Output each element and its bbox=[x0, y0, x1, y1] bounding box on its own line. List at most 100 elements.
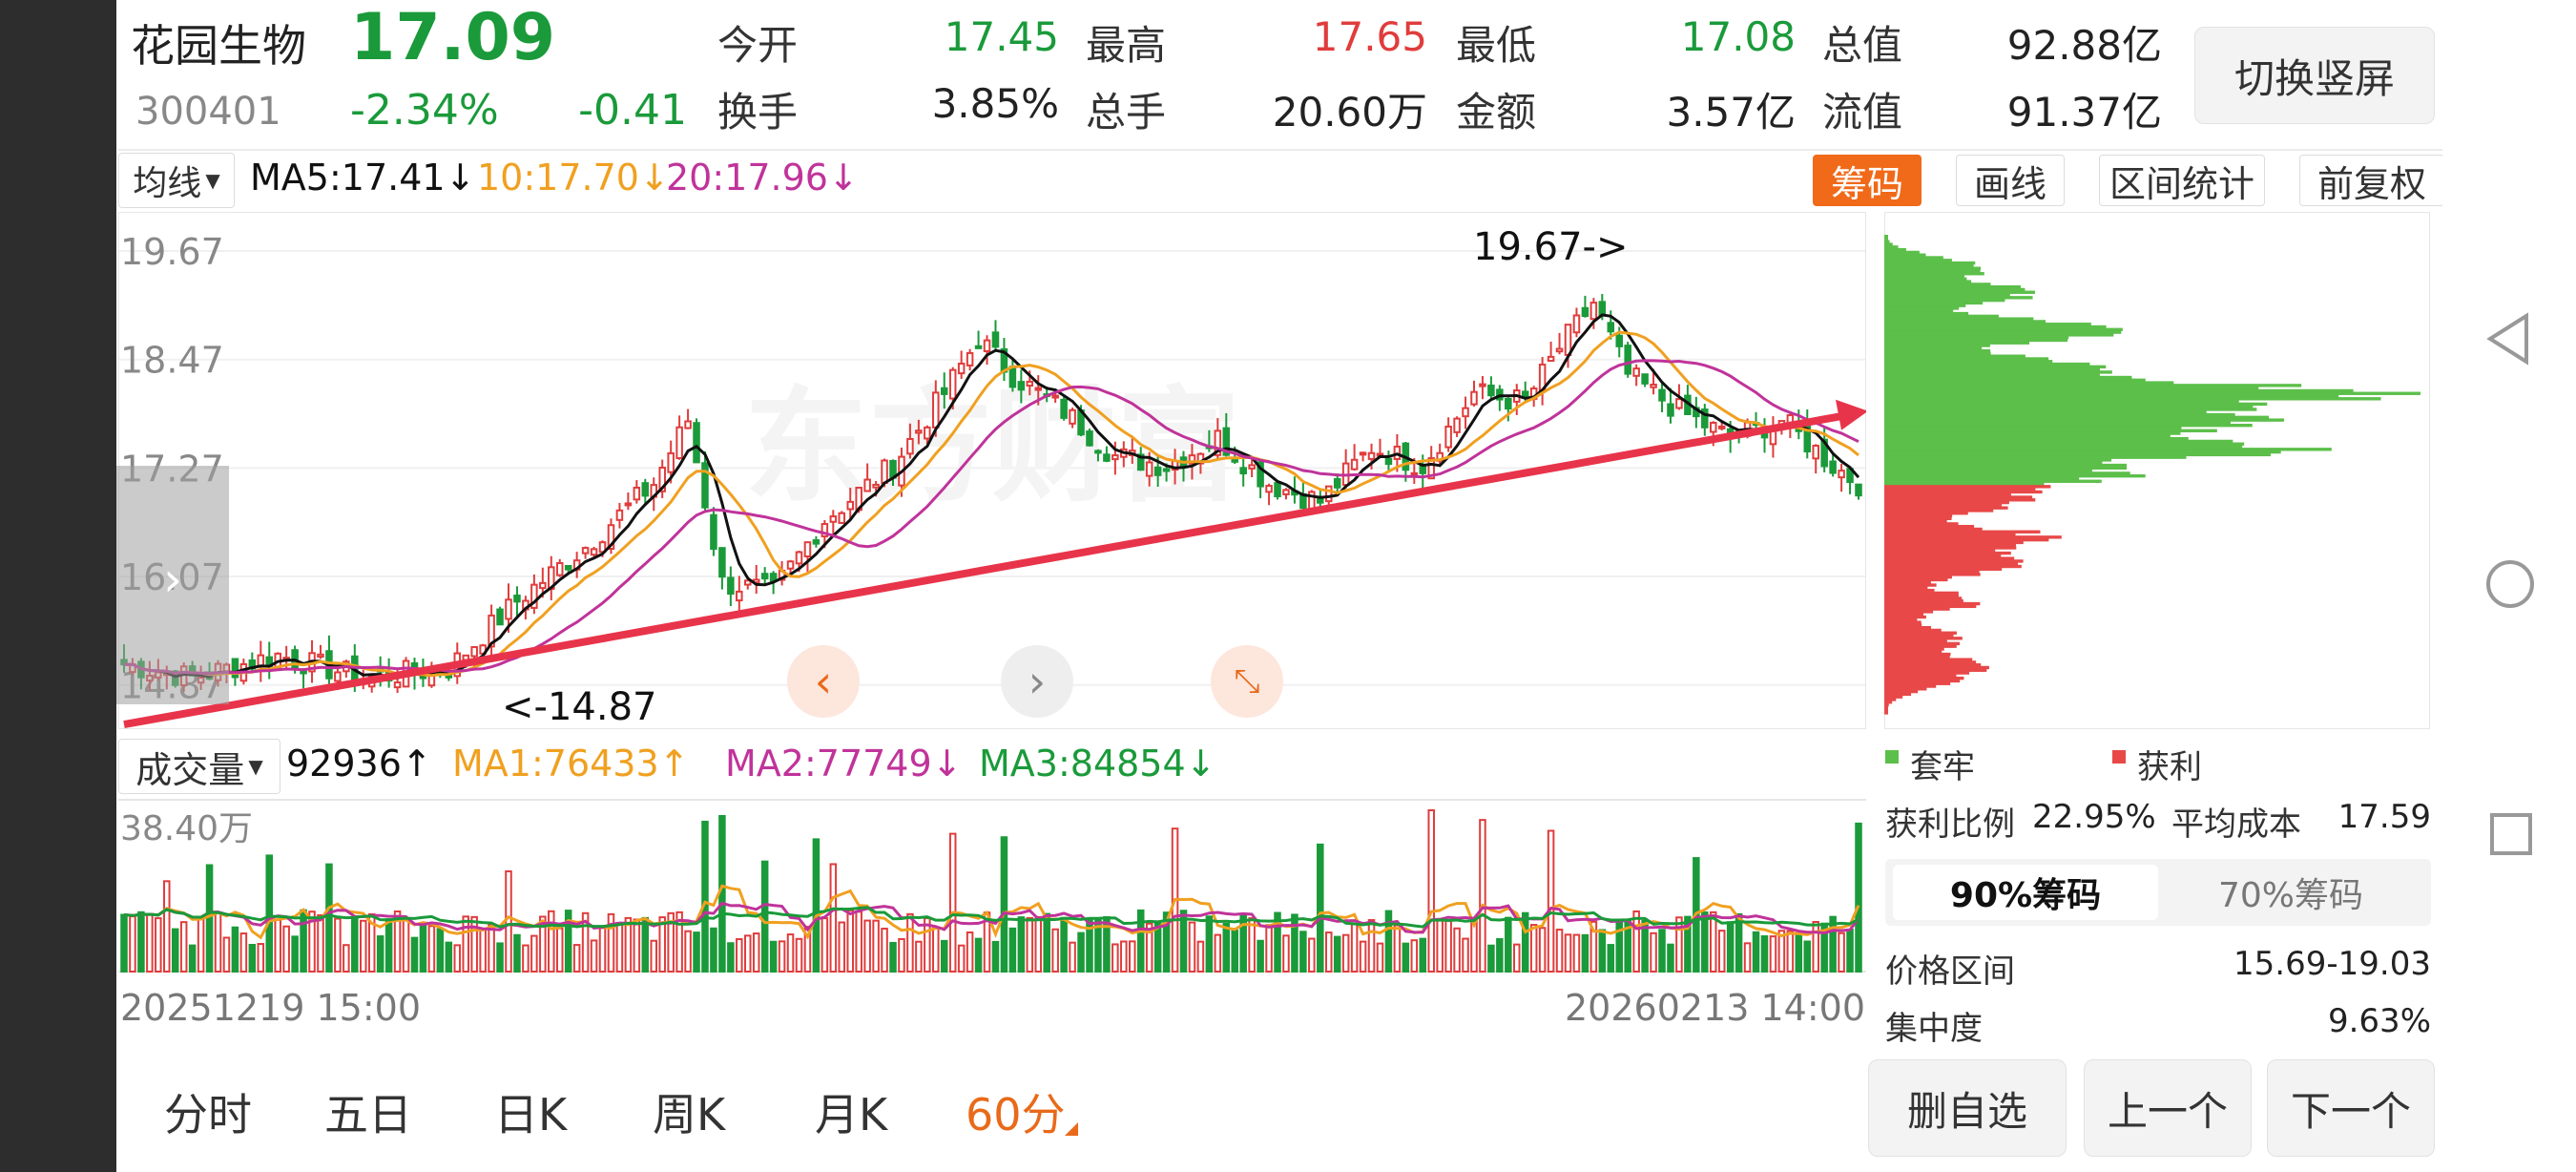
chip-bar bbox=[1884, 259, 1952, 262]
candle-body bbox=[1581, 306, 1589, 318]
tab-range-stats[interactable]: 区间统计 bbox=[2099, 155, 2265, 206]
volume-bar bbox=[137, 910, 145, 973]
tab-adjust[interactable]: 前复权 bbox=[2299, 155, 2444, 206]
scroll-right-button[interactable]: › bbox=[1001, 645, 1073, 718]
vol-y-tick: 38.40万 bbox=[120, 809, 253, 848]
chip-bar bbox=[1884, 482, 2045, 486]
chip-bar bbox=[1884, 391, 2420, 395]
previous-stock-button[interactable]: 上一个 bbox=[2084, 1059, 2252, 1157]
chip-bar bbox=[1884, 676, 1964, 680]
period-weekly[interactable]: 周K bbox=[653, 1089, 726, 1141]
candle-body bbox=[675, 426, 683, 460]
ma-selector-label: 均线 bbox=[133, 164, 202, 203]
candle-body bbox=[1231, 458, 1238, 463]
candle-body bbox=[932, 391, 940, 429]
chip-bar bbox=[1884, 323, 2091, 326]
candle-body bbox=[1632, 367, 1640, 377]
volume-bar bbox=[1239, 914, 1247, 973]
chip-bar bbox=[1884, 564, 2022, 569]
candle-body bbox=[1274, 482, 1281, 497]
volume-bar bbox=[812, 838, 821, 973]
period-daily[interactable]: 日K bbox=[494, 1089, 568, 1141]
chip-bar bbox=[1884, 341, 2030, 345]
period-monthly[interactable]: 月K bbox=[815, 1089, 888, 1141]
candle-body bbox=[948, 368, 957, 400]
chip-bar bbox=[1884, 524, 1975, 529]
candle-body bbox=[1717, 425, 1726, 429]
volume-bar bbox=[1214, 933, 1222, 973]
volume-bar bbox=[1317, 843, 1324, 973]
volume-bar bbox=[974, 937, 983, 973]
side-drawer-handle[interactable]: › bbox=[116, 466, 229, 704]
candle-body bbox=[1462, 407, 1469, 418]
period-five-day[interactable]: 五日 bbox=[324, 1089, 412, 1141]
chip-bar bbox=[1884, 338, 2068, 343]
scroll-left-button[interactable]: ‹ bbox=[787, 645, 860, 718]
remove-watchlist-button[interactable]: 删自选 bbox=[1868, 1059, 2067, 1157]
chip-bar bbox=[1884, 610, 1934, 614]
next-stock-button[interactable]: 下一个 bbox=[2267, 1059, 2435, 1157]
volume-bar bbox=[572, 944, 581, 973]
candle-body bbox=[957, 363, 966, 375]
period-60min[interactable]: 60分 bbox=[966, 1089, 1066, 1141]
candle-body bbox=[1470, 390, 1478, 406]
candle-body bbox=[1564, 324, 1572, 356]
chip-bar bbox=[1884, 327, 2123, 331]
candle-body bbox=[1248, 464, 1256, 470]
volume-bar bbox=[863, 919, 871, 973]
back-nav-icon[interactable] bbox=[2484, 310, 2532, 367]
chip-bar bbox=[1884, 301, 1984, 305]
recents-nav-icon[interactable] bbox=[2488, 811, 2534, 857]
volume-bar bbox=[915, 940, 923, 973]
candle-body bbox=[1487, 384, 1495, 397]
chip-bar bbox=[1884, 708, 1888, 712]
candlestick-chart[interactable]: 东方财富19.6718.4717.2716.0714.8719.67-><-14… bbox=[118, 212, 1866, 729]
tab-chip-70[interactable]: 70%筹码 bbox=[2217, 876, 2364, 915]
volume-bar bbox=[555, 927, 564, 973]
candle-body bbox=[393, 681, 402, 689]
ma-selector[interactable]: 均线 ▼ bbox=[118, 153, 235, 208]
switch-portrait-button[interactable]: 切换竖屏 bbox=[2194, 27, 2435, 124]
period-intraday[interactable]: 分时 bbox=[164, 1089, 252, 1141]
tab-chip-90[interactable]: 90%筹码 bbox=[1893, 865, 2158, 920]
chip-bar bbox=[1884, 586, 1928, 590]
volume-bar bbox=[1717, 930, 1726, 973]
home-nav-icon[interactable] bbox=[2484, 558, 2536, 610]
volume-bar bbox=[675, 910, 683, 973]
volume-bar bbox=[239, 932, 248, 973]
volume-bar bbox=[1129, 940, 1136, 973]
volume-bar bbox=[334, 917, 342, 973]
volume-bar bbox=[1581, 933, 1589, 973]
chip-bar bbox=[1884, 577, 1948, 582]
candle-body bbox=[555, 562, 564, 576]
volume-bar bbox=[1257, 939, 1264, 973]
volume-bar bbox=[1359, 940, 1367, 973]
stat-label: 换手 bbox=[717, 89, 799, 136]
zoom-button[interactable]: ⤡ bbox=[1211, 645, 1283, 718]
volume-selector[interactable]: 成交量 ▼ bbox=[118, 739, 280, 794]
chip-bar bbox=[1884, 506, 2008, 510]
volume-bar bbox=[1795, 932, 1803, 973]
tab-draw-line[interactable]: 画线 bbox=[1956, 155, 2065, 206]
vol-ma1-label: MA1:76433↑ bbox=[452, 743, 690, 785]
candle-body bbox=[1333, 478, 1341, 489]
chip-bar bbox=[1884, 375, 2132, 380]
volume-bar bbox=[171, 928, 179, 973]
volume-bar bbox=[829, 863, 838, 973]
candle-body bbox=[821, 523, 829, 537]
volume-bar bbox=[615, 922, 624, 973]
volume-bar bbox=[1529, 924, 1538, 973]
volume-bar bbox=[1333, 935, 1341, 973]
chip-bar bbox=[1884, 535, 2062, 539]
candle-body bbox=[231, 658, 239, 679]
chip-bar bbox=[1884, 575, 1952, 579]
volume-bar bbox=[1145, 922, 1153, 973]
candle-body bbox=[1103, 453, 1111, 462]
volume-bar bbox=[838, 921, 846, 973]
candle-body bbox=[966, 351, 974, 366]
volume-bar bbox=[308, 910, 316, 973]
volume-bar bbox=[727, 942, 735, 973]
tab-chip[interactable]: 筹码 bbox=[1813, 155, 1922, 206]
chip-bar bbox=[1884, 351, 1991, 356]
candle-body bbox=[641, 482, 650, 497]
